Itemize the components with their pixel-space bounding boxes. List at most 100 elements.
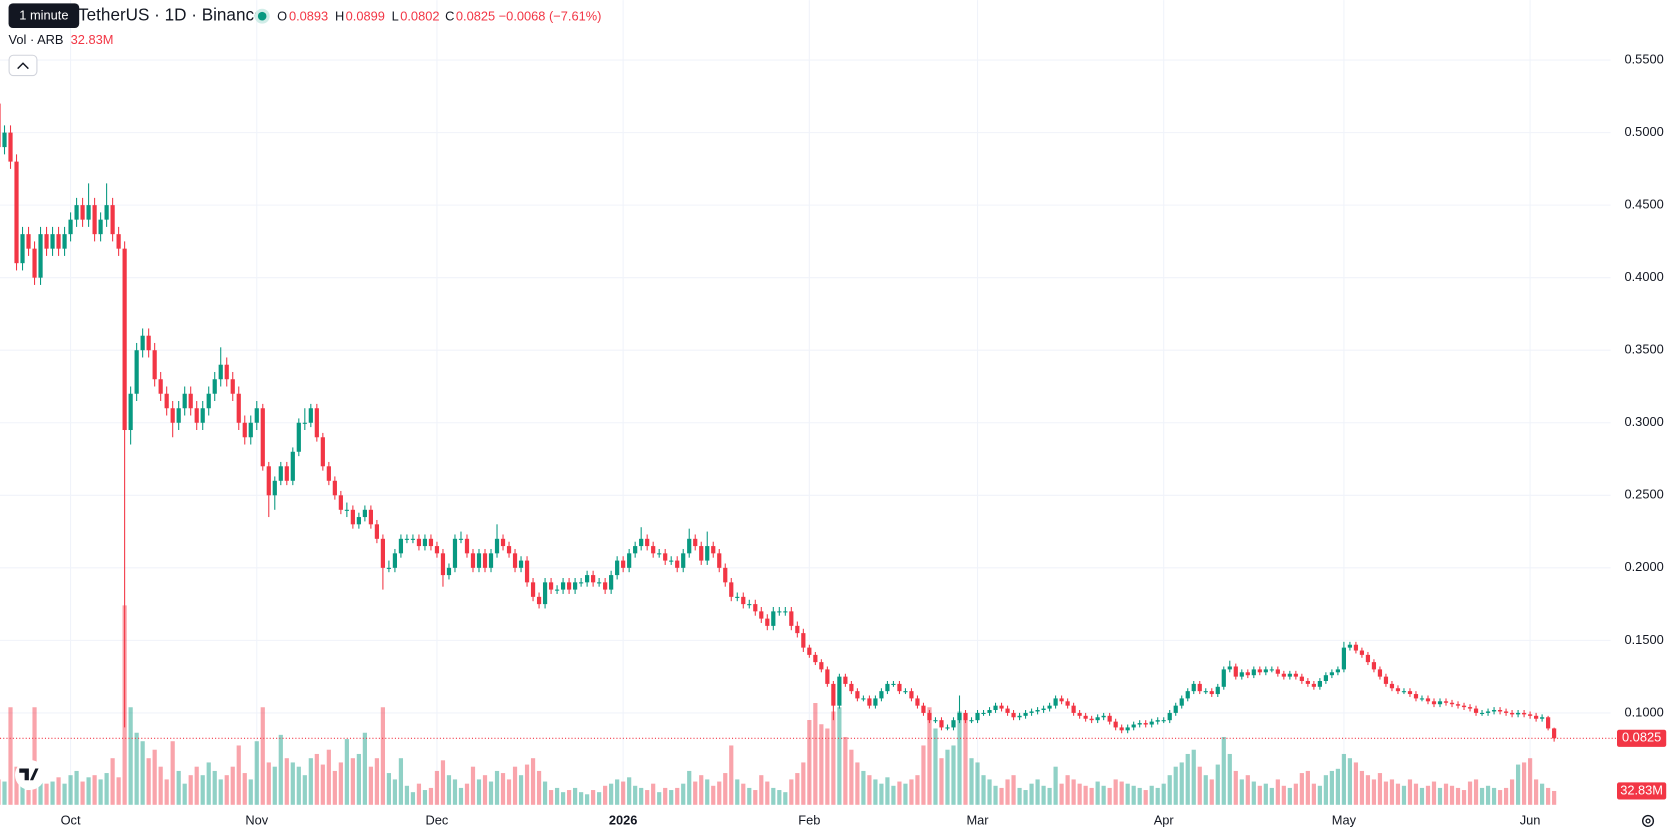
candle-body xyxy=(1293,673,1298,677)
volume-bar xyxy=(50,781,55,805)
candle-body xyxy=(1497,710,1503,712)
candle-body xyxy=(482,553,488,568)
volume-bar xyxy=(116,777,121,805)
candle-body xyxy=(440,553,446,576)
candle-body xyxy=(1521,712,1527,715)
candle-body xyxy=(1305,680,1310,684)
status-dot xyxy=(257,11,267,21)
volume-bar xyxy=(416,783,422,805)
volume-bar xyxy=(1317,785,1322,805)
candle-body xyxy=(969,720,974,722)
candle-body xyxy=(723,567,728,583)
candle-body xyxy=(290,451,295,481)
volume-bar xyxy=(1251,781,1256,805)
candle-body xyxy=(518,560,524,568)
volume-bar xyxy=(554,787,560,805)
candle-body xyxy=(68,219,73,235)
volume-bar xyxy=(1041,785,1046,805)
candle-body xyxy=(104,205,109,220)
candle-body xyxy=(897,683,902,692)
volume-bar xyxy=(524,764,530,805)
volume-bar xyxy=(633,785,638,805)
candle-body xyxy=(855,691,860,699)
settings-icon[interactable] xyxy=(1641,814,1655,827)
candle-body xyxy=(116,234,121,249)
volume-bar xyxy=(1173,766,1178,805)
candle-body xyxy=(392,553,398,568)
volume-bar xyxy=(254,741,259,805)
volume-bar xyxy=(1137,787,1142,805)
candle-body xyxy=(1191,683,1196,692)
y-tick-label: 0.2000 xyxy=(1624,559,1663,574)
volume-bar xyxy=(284,758,289,805)
legend-open: 0.0893 xyxy=(289,9,328,24)
volume-bar xyxy=(603,785,608,805)
candle-body xyxy=(350,509,355,525)
candle-body xyxy=(398,538,404,554)
collapse-icon xyxy=(17,62,29,70)
volume-bar xyxy=(86,777,91,805)
candle-body xyxy=(1047,705,1052,709)
candle-body xyxy=(975,712,980,721)
candle-body xyxy=(1503,711,1509,713)
legend-high: 0.0899 xyxy=(346,9,385,24)
candle-body xyxy=(1515,712,1521,715)
volume-bar xyxy=(272,766,277,805)
volume-bar xyxy=(488,781,494,805)
volume-bar xyxy=(693,781,698,805)
candle-body xyxy=(849,683,854,692)
candle-body xyxy=(807,647,812,655)
volume-bar xyxy=(1197,766,1202,805)
candle-body xyxy=(236,393,241,423)
candle-body xyxy=(909,691,914,699)
candle-body xyxy=(224,364,229,380)
candle-body xyxy=(1425,698,1431,702)
candle-body xyxy=(548,582,554,590)
x-tick-label: Feb xyxy=(798,812,820,827)
volume-bar xyxy=(879,783,884,805)
volume-bar xyxy=(1497,790,1503,805)
header: TetherUS · 1D · Binance 1 minute O 0.089… xyxy=(8,3,1655,827)
volume-bar xyxy=(723,773,728,805)
volume-axis-label: 32.83M xyxy=(1620,782,1663,797)
volume-bar xyxy=(1005,779,1010,805)
volume-bar xyxy=(1053,766,1058,805)
volume-bar xyxy=(1305,770,1310,805)
volume-bar xyxy=(1347,758,1353,805)
volume-bar xyxy=(837,707,842,805)
candle-body xyxy=(38,234,43,278)
volume-bar xyxy=(458,787,464,805)
volume-bar xyxy=(1552,790,1557,805)
volume-bar xyxy=(1449,785,1455,805)
candle-body xyxy=(452,538,458,568)
volume-bar xyxy=(470,766,476,805)
candle-body xyxy=(1041,708,1046,711)
volume-bar xyxy=(290,762,295,805)
volume-bar xyxy=(1209,779,1214,805)
volume-bar xyxy=(308,758,313,805)
volume-bar xyxy=(999,787,1004,805)
volume-bar xyxy=(1047,787,1052,805)
volume-bar xyxy=(1221,736,1226,805)
volume-bar xyxy=(1473,779,1479,805)
volume-bar xyxy=(1503,787,1509,805)
volume-bar xyxy=(1233,770,1238,805)
candle-body xyxy=(170,408,175,423)
volume-bar xyxy=(506,779,512,805)
legend-low: 0.0802 xyxy=(400,9,439,24)
candle-body xyxy=(885,683,890,692)
candle-body xyxy=(572,582,578,590)
volume-bar xyxy=(194,766,199,805)
collapse-button[interactable] xyxy=(8,54,38,77)
volume-bar xyxy=(1131,785,1136,805)
volume-bar xyxy=(1227,753,1232,805)
volume-value: 32.83M xyxy=(71,32,114,47)
volume-bar xyxy=(705,779,710,805)
candle-body xyxy=(98,219,103,235)
candle-body xyxy=(374,524,379,539)
x-tick-label: Dec xyxy=(426,812,449,827)
candle-body xyxy=(506,546,512,554)
volume-bar xyxy=(1077,783,1082,805)
legend-key: H xyxy=(335,9,344,24)
volume-bar xyxy=(200,775,205,805)
